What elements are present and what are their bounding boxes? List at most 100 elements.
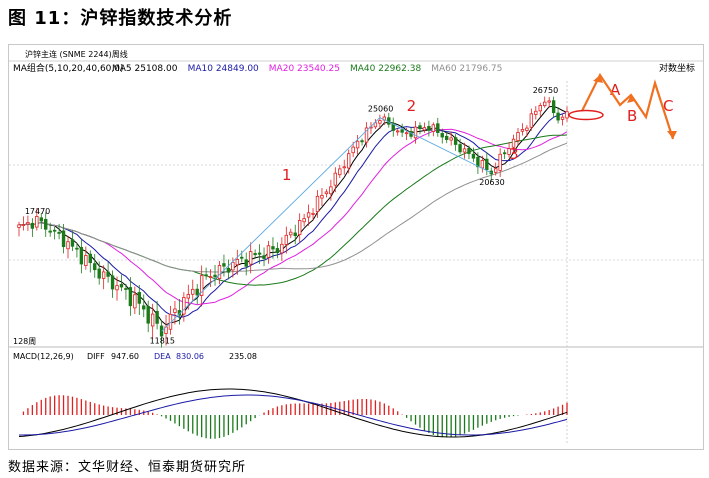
- candle-body: [315, 195, 320, 213]
- candle-body: [418, 125, 422, 130]
- ma-legend-item: MA5 25108.00: [112, 64, 178, 74]
- wave-lines: [161, 117, 492, 332]
- arrow-head: [667, 131, 677, 139]
- candle-body: [431, 124, 436, 132]
- candle-body: [338, 168, 342, 176]
- candle-body: [293, 232, 297, 237]
- price-label: 25060: [368, 105, 393, 114]
- candle-body: [142, 305, 146, 310]
- candle-body: [284, 234, 289, 245]
- candle-body: [551, 100, 556, 114]
- abc-projection: [568, 72, 677, 140]
- candle-body: [395, 130, 400, 133]
- candle-body: [244, 259, 248, 267]
- candle-body: [342, 166, 346, 169]
- candle-body: [329, 186, 333, 195]
- arrow-head: [627, 95, 635, 103]
- price-label: 20630: [479, 178, 504, 187]
- candle-body: [453, 137, 458, 145]
- price-grid: [9, 81, 703, 445]
- candle-body: [346, 153, 351, 169]
- candle-body: [391, 122, 395, 131]
- candle-body: [231, 262, 235, 271]
- candle-body: [436, 123, 440, 133]
- candle-body: [213, 274, 217, 278]
- ma-legend-item: MA20 23540.25: [269, 64, 340, 74]
- macd-label: MACD(12,26,9): [13, 352, 74, 361]
- candle-body: [217, 265, 222, 279]
- candle-body: [182, 297, 186, 315]
- figure-title: 图 11：沪锌指数技术分析: [8, 8, 233, 29]
- ma-legend-item: MA40 22962.38: [350, 64, 421, 74]
- candle-body: [302, 218, 306, 223]
- price-labels: 17470 11815 25060 20630 26750: [25, 86, 558, 345]
- candle-body: [534, 110, 538, 115]
- candle-body: [52, 229, 57, 232]
- candle-body: [30, 222, 35, 229]
- highlight-ellipse: [568, 109, 604, 121]
- candle-body: [119, 284, 124, 288]
- candle-body: [538, 105, 542, 112]
- candle-body: [124, 288, 128, 290]
- candle-body: [61, 230, 66, 248]
- candle-body: [525, 127, 529, 131]
- diff-value: 947.60: [111, 352, 139, 361]
- candle-body: [404, 132, 409, 135]
- candle-body: [57, 232, 61, 234]
- candle-body: [373, 122, 378, 128]
- candle-body: [494, 168, 498, 173]
- wave-label: B: [627, 107, 637, 125]
- candle-body: [235, 259, 240, 266]
- wave-label: 1: [282, 166, 292, 184]
- candle-body: [106, 271, 110, 277]
- candle-body: [48, 230, 52, 233]
- candle-body: [364, 127, 369, 143]
- candle-body: [195, 288, 199, 296]
- diff-label: DIFF: [87, 352, 105, 361]
- candle-body: [115, 285, 119, 291]
- scale-label: 对数坐标: [659, 62, 695, 74]
- candle-body: [400, 129, 404, 133]
- candle-body: [155, 311, 159, 324]
- candle-body: [480, 160, 485, 169]
- candle-body: [280, 243, 284, 254]
- price-label: 11815: [150, 336, 175, 345]
- candle-body: [146, 305, 150, 324]
- candle-body: [137, 292, 141, 304]
- candle-body: [133, 294, 137, 309]
- wave-labels: 1 2 3 AB C: [282, 81, 674, 184]
- candle-body: [467, 148, 471, 154]
- wave-label: A: [610, 81, 621, 99]
- candle-body: [253, 253, 257, 256]
- candle-body: [101, 271, 106, 279]
- candle-body: [199, 275, 204, 296]
- candle-body: [186, 294, 191, 299]
- candle-body: [485, 158, 489, 171]
- candles: [17, 96, 569, 348]
- ma-legend-item: MA60 21796.75: [431, 64, 502, 74]
- candle-body: [17, 224, 21, 228]
- candle-body: [257, 252, 262, 255]
- candle-body: [427, 126, 431, 131]
- candle-body: [543, 101, 547, 107]
- candle-body: [248, 251, 253, 265]
- candle-body: [502, 152, 507, 155]
- candle-body: [75, 247, 79, 250]
- price-label: 26750: [533, 86, 558, 95]
- candle-body: [449, 137, 453, 141]
- candle-body: [471, 153, 476, 159]
- candle-body: [240, 256, 244, 259]
- candle-body: [306, 212, 311, 218]
- candle-body: [351, 146, 355, 154]
- candle-body: [21, 224, 26, 226]
- macd-value: 235.08: [229, 352, 257, 361]
- ma-line-ma40: [18, 134, 568, 286]
- candle-body: [355, 140, 360, 149]
- candle-body: [378, 120, 382, 124]
- ma-legend: MA5 25108.00 MA10 24849.00 MA20 23540.25 MA…: [112, 64, 502, 74]
- candle-body: [150, 313, 155, 327]
- candle-body: [84, 255, 88, 266]
- moving-average-lines: [18, 105, 568, 326]
- candle-body: [275, 248, 280, 254]
- candle-body: [226, 267, 231, 273]
